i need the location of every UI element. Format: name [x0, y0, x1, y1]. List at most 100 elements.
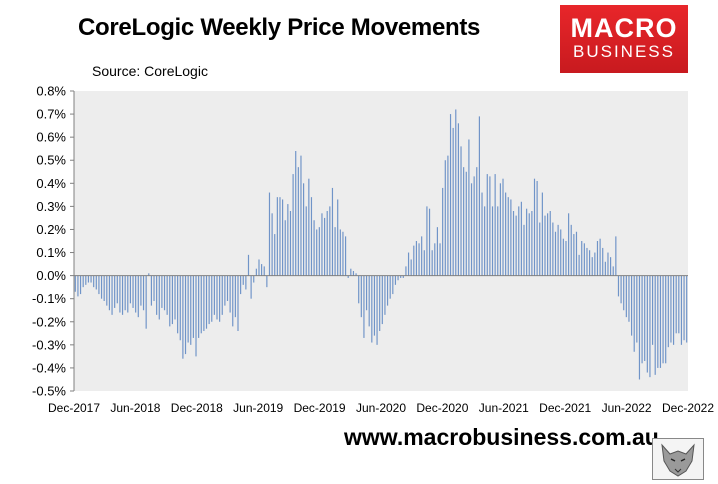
bar — [261, 264, 263, 276]
bar — [187, 275, 189, 343]
bar — [447, 155, 449, 276]
bar — [376, 275, 378, 345]
bar — [386, 275, 389, 306]
bar — [675, 275, 677, 334]
bar — [683, 275, 685, 341]
bar — [371, 275, 373, 343]
bar — [638, 275, 641, 380]
bar — [221, 275, 223, 315]
bar — [573, 234, 575, 276]
bar — [484, 206, 486, 276]
bar — [384, 275, 386, 315]
bar — [617, 275, 620, 297]
bar — [436, 227, 438, 276]
y-tick-label: 0.0% — [36, 268, 66, 283]
bar — [116, 275, 118, 304]
bar — [523, 224, 525, 276]
bar — [263, 266, 265, 276]
bar — [400, 275, 402, 278]
bar — [313, 220, 315, 276]
bar — [232, 275, 234, 327]
x-tick-label: Jun-2018 — [110, 401, 160, 415]
y-tick-label: -0.3% — [32, 337, 66, 352]
bar — [108, 275, 111, 311]
bar — [124, 275, 126, 311]
bar — [575, 231, 578, 276]
x-tick-label: Dec-2019 — [294, 401, 346, 415]
bar — [389, 275, 391, 299]
bar — [381, 275, 383, 325]
bar — [526, 208, 528, 276]
bar — [415, 241, 418, 276]
logo-line-2: BUSINESS — [573, 42, 675, 61]
bar — [198, 275, 200, 338]
bar — [229, 275, 231, 313]
bar — [250, 275, 252, 299]
bar — [562, 238, 564, 276]
bar — [247, 254, 250, 276]
bar — [368, 275, 370, 327]
bar — [439, 243, 441, 276]
bar — [352, 271, 355, 276]
bar — [460, 146, 462, 276]
bar — [245, 275, 247, 290]
bar — [237, 275, 239, 331]
bar — [271, 213, 273, 276]
bar — [153, 275, 155, 301]
bar — [208, 275, 210, 325]
bar — [646, 275, 648, 373]
bar — [641, 275, 643, 364]
bar — [596, 241, 599, 276]
bar — [672, 275, 675, 345]
bar — [463, 167, 465, 276]
bar — [365, 275, 368, 311]
bar — [654, 275, 656, 375]
bar — [142, 275, 145, 311]
bar — [565, 241, 567, 276]
bar — [289, 211, 292, 276]
wolf-icon — [652, 438, 704, 480]
bar — [607, 252, 609, 276]
bar — [423, 250, 425, 276]
bar — [179, 275, 181, 341]
bar — [636, 275, 638, 343]
bar — [662, 275, 664, 364]
bar — [200, 275, 202, 334]
bar — [224, 275, 226, 306]
bar — [442, 187, 444, 276]
bar — [510, 199, 512, 276]
bar — [667, 275, 669, 348]
bar — [473, 176, 475, 276]
y-tick-label: 0.7% — [36, 107, 66, 122]
bar — [670, 275, 672, 343]
bar — [586, 247, 588, 276]
bar — [90, 275, 92, 283]
bar — [625, 275, 627, 318]
bar — [342, 231, 344, 276]
bar — [505, 192, 507, 276]
bar — [166, 275, 168, 315]
bar — [678, 275, 680, 334]
y-tick-label: -0.1% — [32, 291, 66, 306]
bar — [657, 275, 659, 368]
bar — [282, 199, 284, 276]
bar — [494, 174, 496, 276]
y-tick-label: -0.5% — [32, 384, 66, 399]
bar — [326, 211, 328, 276]
bar — [274, 234, 276, 276]
bar — [547, 213, 549, 276]
bar — [394, 275, 397, 285]
bar — [591, 257, 593, 276]
y-axis: 0.8% 0.7% 0.6% 0.5% 0.4% 0.3% 0.2% 0.1% 0.0% -0.1… — [32, 84, 75, 399]
bar — [583, 243, 585, 276]
x-axis: Dec-2017 Jun-2018 Dec-2018 Jun-2019 Dec-2019… — [48, 401, 714, 415]
bar — [79, 275, 82, 295]
bar — [255, 268, 257, 276]
bar — [686, 275, 688, 343]
x-tick-label: Dec-2022 — [662, 401, 714, 415]
bar — [82, 275, 84, 288]
bar — [455, 109, 457, 276]
bar — [347, 275, 349, 278]
bar — [324, 217, 326, 276]
bar — [114, 275, 116, 308]
